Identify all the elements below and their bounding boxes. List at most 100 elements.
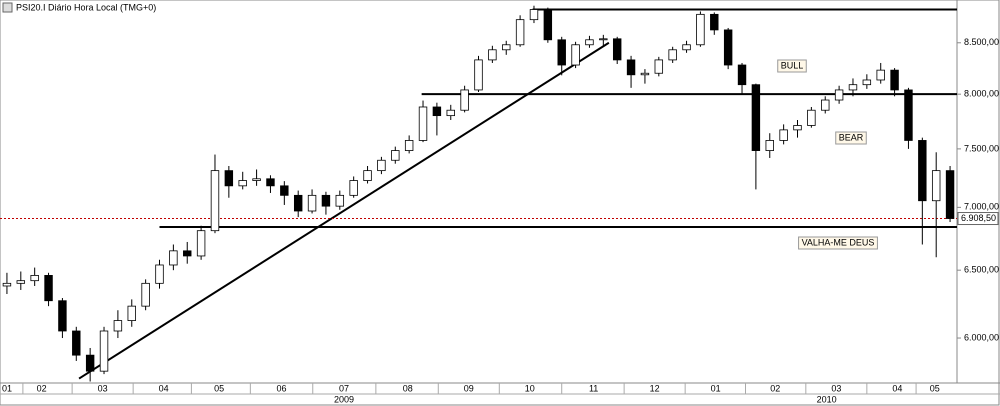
- icon: [2, 2, 13, 13]
- candle-body: [127, 305, 136, 321]
- candle-body: [488, 49, 497, 61]
- candle-body: [557, 39, 566, 66]
- candle-body: [931, 170, 941, 202]
- candle-body: [945, 170, 955, 219]
- x-tick-label: 06: [277, 383, 287, 393]
- candle-body: [266, 178, 275, 187]
- candle-body: [293, 194, 303, 212]
- candle-body: [737, 64, 747, 86]
- x-tick-label: 01: [2, 383, 12, 393]
- candle-body: [474, 59, 483, 91]
- candle-body: [44, 275, 53, 302]
- candle-body: [99, 330, 109, 372]
- candle-body: [210, 170, 220, 232]
- candle-body: [391, 150, 400, 161]
- y-tick-label: 7.500,00: [964, 143, 999, 153]
- x-tick-label: 03: [831, 383, 841, 393]
- candle-body: [876, 69, 885, 81]
- candle-body: [196, 230, 206, 257]
- x-tick-label: 08: [403, 383, 413, 393]
- x-tick-label: 11: [589, 383, 598, 393]
- candle-body: [30, 275, 39, 282]
- candle-body: [85, 354, 95, 372]
- annotation: VALHA-ME DEUS: [802, 237, 875, 247]
- candle-body: [668, 49, 677, 61]
- candle-body: [446, 109, 455, 117]
- x-tick-label: 10: [525, 383, 535, 393]
- y-tick-label: 7.000,00: [964, 202, 999, 212]
- y-tick-label: 8.500,00: [964, 37, 999, 47]
- candle-body: [599, 38, 608, 41]
- y-tick-label: 8.000,00: [964, 89, 999, 99]
- candle-body: [155, 264, 164, 284]
- candle-body: [58, 300, 67, 332]
- candle-body: [682, 44, 691, 51]
- annotation-box: [798, 236, 878, 250]
- candle-body: [585, 39, 594, 46]
- candle-body: [807, 109, 816, 126]
- x-tick-label: 02: [770, 383, 780, 393]
- x-tick-label: 03: [98, 383, 108, 393]
- candle-body: [183, 250, 192, 257]
- candle-body: [751, 84, 761, 151]
- candle-body: [2, 282, 12, 287]
- x-tick-label: 01: [711, 383, 721, 393]
- candle-body: [654, 59, 664, 74]
- candle-body: [626, 59, 636, 76]
- x-tick-label: 07: [339, 383, 349, 393]
- candle-body: [834, 89, 844, 101]
- candle-body: [432, 106, 442, 117]
- candle-body: [16, 280, 26, 284]
- year-label: 2009: [334, 394, 354, 404]
- candle-body: [460, 89, 469, 111]
- last-price-box: [957, 212, 999, 226]
- annotation-box: [777, 59, 807, 73]
- candle-body: [779, 129, 788, 141]
- x-tick-label: 12: [650, 383, 660, 393]
- year-label: 2010: [817, 394, 837, 404]
- candle-body: [571, 44, 580, 66]
- y-tick-label: 6.500,00: [964, 265, 999, 275]
- candle-body: [640, 72, 650, 76]
- candle-body: [418, 106, 428, 141]
- candle-body: [349, 180, 358, 196]
- candle-body: [529, 9, 539, 21]
- annotation-box: [835, 131, 867, 145]
- candle-body: [904, 89, 913, 141]
- last-price-label: 6.908,50: [961, 213, 996, 223]
- annotation: BEAR: [839, 132, 864, 142]
- candle-body: [363, 170, 372, 181]
- candle-body: [252, 178, 261, 181]
- candle-body: [821, 99, 830, 111]
- candle-body: [502, 44, 511, 51]
- x-tick-label: 04: [892, 383, 902, 393]
- candle-body: [321, 194, 331, 207]
- x-tick-label: 02: [37, 383, 47, 393]
- x-tick-label: 05: [930, 383, 940, 393]
- candle-body: [169, 250, 178, 266]
- candle-body: [543, 9, 553, 41]
- y-tick-label: 6.000,00: [964, 332, 999, 342]
- candle-body: [280, 185, 289, 196]
- candle-body: [848, 84, 858, 91]
- candle-body: [890, 69, 899, 91]
- candle-body: [612, 38, 622, 61]
- candle-body: [696, 13, 705, 46]
- candle-body: [141, 282, 150, 307]
- candle-body: [515, 19, 525, 46]
- candle-body: [918, 140, 927, 202]
- candle-body: [72, 330, 81, 356]
- annotation: BULL: [781, 60, 804, 70]
- candle-body: [224, 170, 234, 187]
- candle-body: [335, 194, 345, 207]
- candle-body: [113, 320, 123, 332]
- chart-title: PSI20.I Diário Hora Local (TMG+0): [16, 2, 156, 12]
- candle-body: [765, 140, 774, 151]
- trend-line: [78, 41, 610, 380]
- candle-body: [307, 194, 317, 212]
- candle-body: [238, 180, 247, 187]
- candle-body: [404, 140, 414, 151]
- candle-body: [723, 29, 733, 66]
